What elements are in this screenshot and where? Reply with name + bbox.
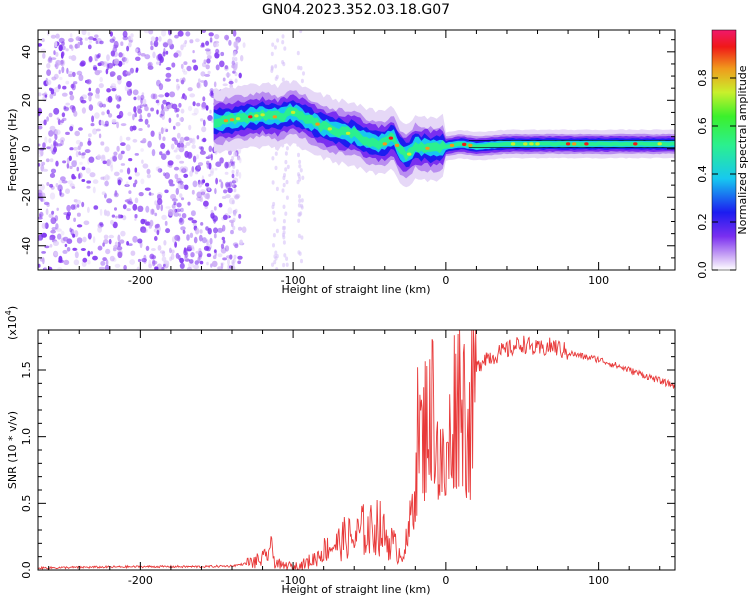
- y-tick-label: 40: [20, 45, 33, 59]
- x-tick-label: 100: [588, 274, 609, 287]
- spectrogram-peak: [669, 142, 675, 146]
- spectrogram-peak: [290, 110, 296, 114]
- spectrogram-peak: [272, 115, 277, 119]
- spectrogram-band: [213, 106, 675, 162]
- spectrogram-peak: [382, 142, 387, 146]
- spectrogram-peak: [376, 141, 381, 145]
- spectrogram-peak: [345, 131, 351, 135]
- snr-y-ticks: 0.0 0.5 1.0 1.5: [20, 329, 675, 579]
- spectrogram-peak: [235, 117, 241, 121]
- colorbar-label: Normalized spectral amplitude: [736, 65, 749, 234]
- spectrogram-peak: [633, 142, 638, 146]
- spectrogram-peak: [260, 113, 265, 117]
- snr-y-axis-label: SNR (10 * v/v): [6, 411, 19, 489]
- spectrogram-ridge: [213, 80, 675, 188]
- spectrogram-band: [213, 100, 675, 168]
- spectrogram-band: [213, 103, 675, 163]
- snr-x-ticks: -200 -100 0 100: [48, 330, 661, 587]
- spectrogram-peak: [321, 125, 326, 129]
- spectrogram-peak: [535, 142, 540, 146]
- spectrogram-peak: [223, 119, 229, 123]
- colorbar-tick-label: 0.0: [696, 261, 709, 279]
- spectrogram-band: [213, 94, 675, 172]
- spectrogram-y-axis-label: Frequency (Hz): [6, 109, 19, 192]
- spectrogram-peak: [315, 122, 320, 126]
- spectrogram-peak: [462, 142, 467, 146]
- spectrogram-peak: [339, 130, 345, 134]
- spectrogram-peak: [254, 114, 259, 118]
- snr-plot-area: [38, 330, 675, 570]
- snr-series-line: [38, 330, 675, 570]
- figure-title: GN04.2023.352.03.18.G07: [262, 2, 450, 18]
- spectrogram-peak: [248, 115, 253, 119]
- y-tick-label: -20: [20, 188, 33, 206]
- spectrogram-peak: [657, 142, 662, 146]
- snr-exponent-label: (x104): [4, 306, 19, 340]
- y-tick-label: 0.5: [20, 495, 33, 513]
- spectrogram-peak: [229, 118, 235, 122]
- spectrogram-peak: [510, 142, 516, 146]
- colorbar-gradient: [711, 29, 737, 271]
- spectrogram-noise-speckle: [38, 30, 305, 270]
- y-tick-label: 0: [20, 145, 33, 152]
- spectrogram-frame: [37, 29, 676, 271]
- spectrogram-peak: [425, 146, 430, 150]
- spectrogram-peak: [663, 142, 668, 146]
- spectrogram-peak: [547, 142, 552, 146]
- colorbar-ticks: 0.0 0.2 0.4 0.6 0.8: [696, 69, 736, 279]
- spectrogram-field: [38, 30, 675, 270]
- colorbar: 0.0 0.2 0.4 0.6 0.8 Normalized spectral ampl…: [696, 29, 749, 279]
- spectrogram-peak: [394, 143, 400, 147]
- colorbar-tick-label: 0.4: [696, 165, 709, 183]
- colorbar-tick-label: 0.2: [696, 213, 709, 231]
- y-tick-label: 20: [20, 93, 33, 107]
- spectrogram-peak: [407, 152, 412, 156]
- x-tick-label: -100: [281, 274, 306, 287]
- x-tick-label: -200: [128, 574, 153, 587]
- x-tick-label: 0: [442, 274, 449, 287]
- spectrogram-peak: [565, 142, 571, 146]
- spectrogram-peak: [529, 142, 534, 146]
- x-tick-label: -200: [128, 274, 153, 287]
- y-tick-label: 1.5: [20, 361, 33, 379]
- y-tick-label: 1.0: [20, 428, 33, 446]
- snr-x-axis-label: Height of straight line (km): [281, 583, 430, 596]
- spectrogram-peak: [584, 142, 589, 146]
- spectrogram-peak: [523, 142, 528, 146]
- spectrogram-peak: [651, 142, 656, 146]
- y-tick-label: -40: [20, 237, 33, 255]
- spectrogram-peak: [572, 142, 577, 146]
- x-tick-label: 100: [588, 574, 609, 587]
- spectrogram-band: [213, 90, 675, 179]
- colorbar-tick-label: 0.8: [696, 69, 709, 87]
- x-tick-label: -100: [281, 574, 306, 587]
- spectrogram-x-axis-label: Height of straight line (km): [281, 283, 430, 296]
- y-tick-label: 0.0: [20, 561, 33, 579]
- spectrogram-y-ticks: -40 -20 0 20 40: [20, 39, 675, 271]
- spectrogram-peak: [388, 136, 394, 140]
- snr-chart: -200 -100 0 100 0.0 0.5 1.0 1.5 Height of stra…: [4, 306, 676, 596]
- colorbar-tick-label: 0.6: [696, 117, 709, 135]
- spectrogram-x-ticks: -200 -100 0 100: [48, 30, 661, 287]
- spectrogram-peak: [327, 127, 332, 131]
- spectrogram-peak: [468, 143, 473, 147]
- spectrogram-peak: [449, 143, 455, 147]
- x-tick-label: 0: [442, 574, 449, 587]
